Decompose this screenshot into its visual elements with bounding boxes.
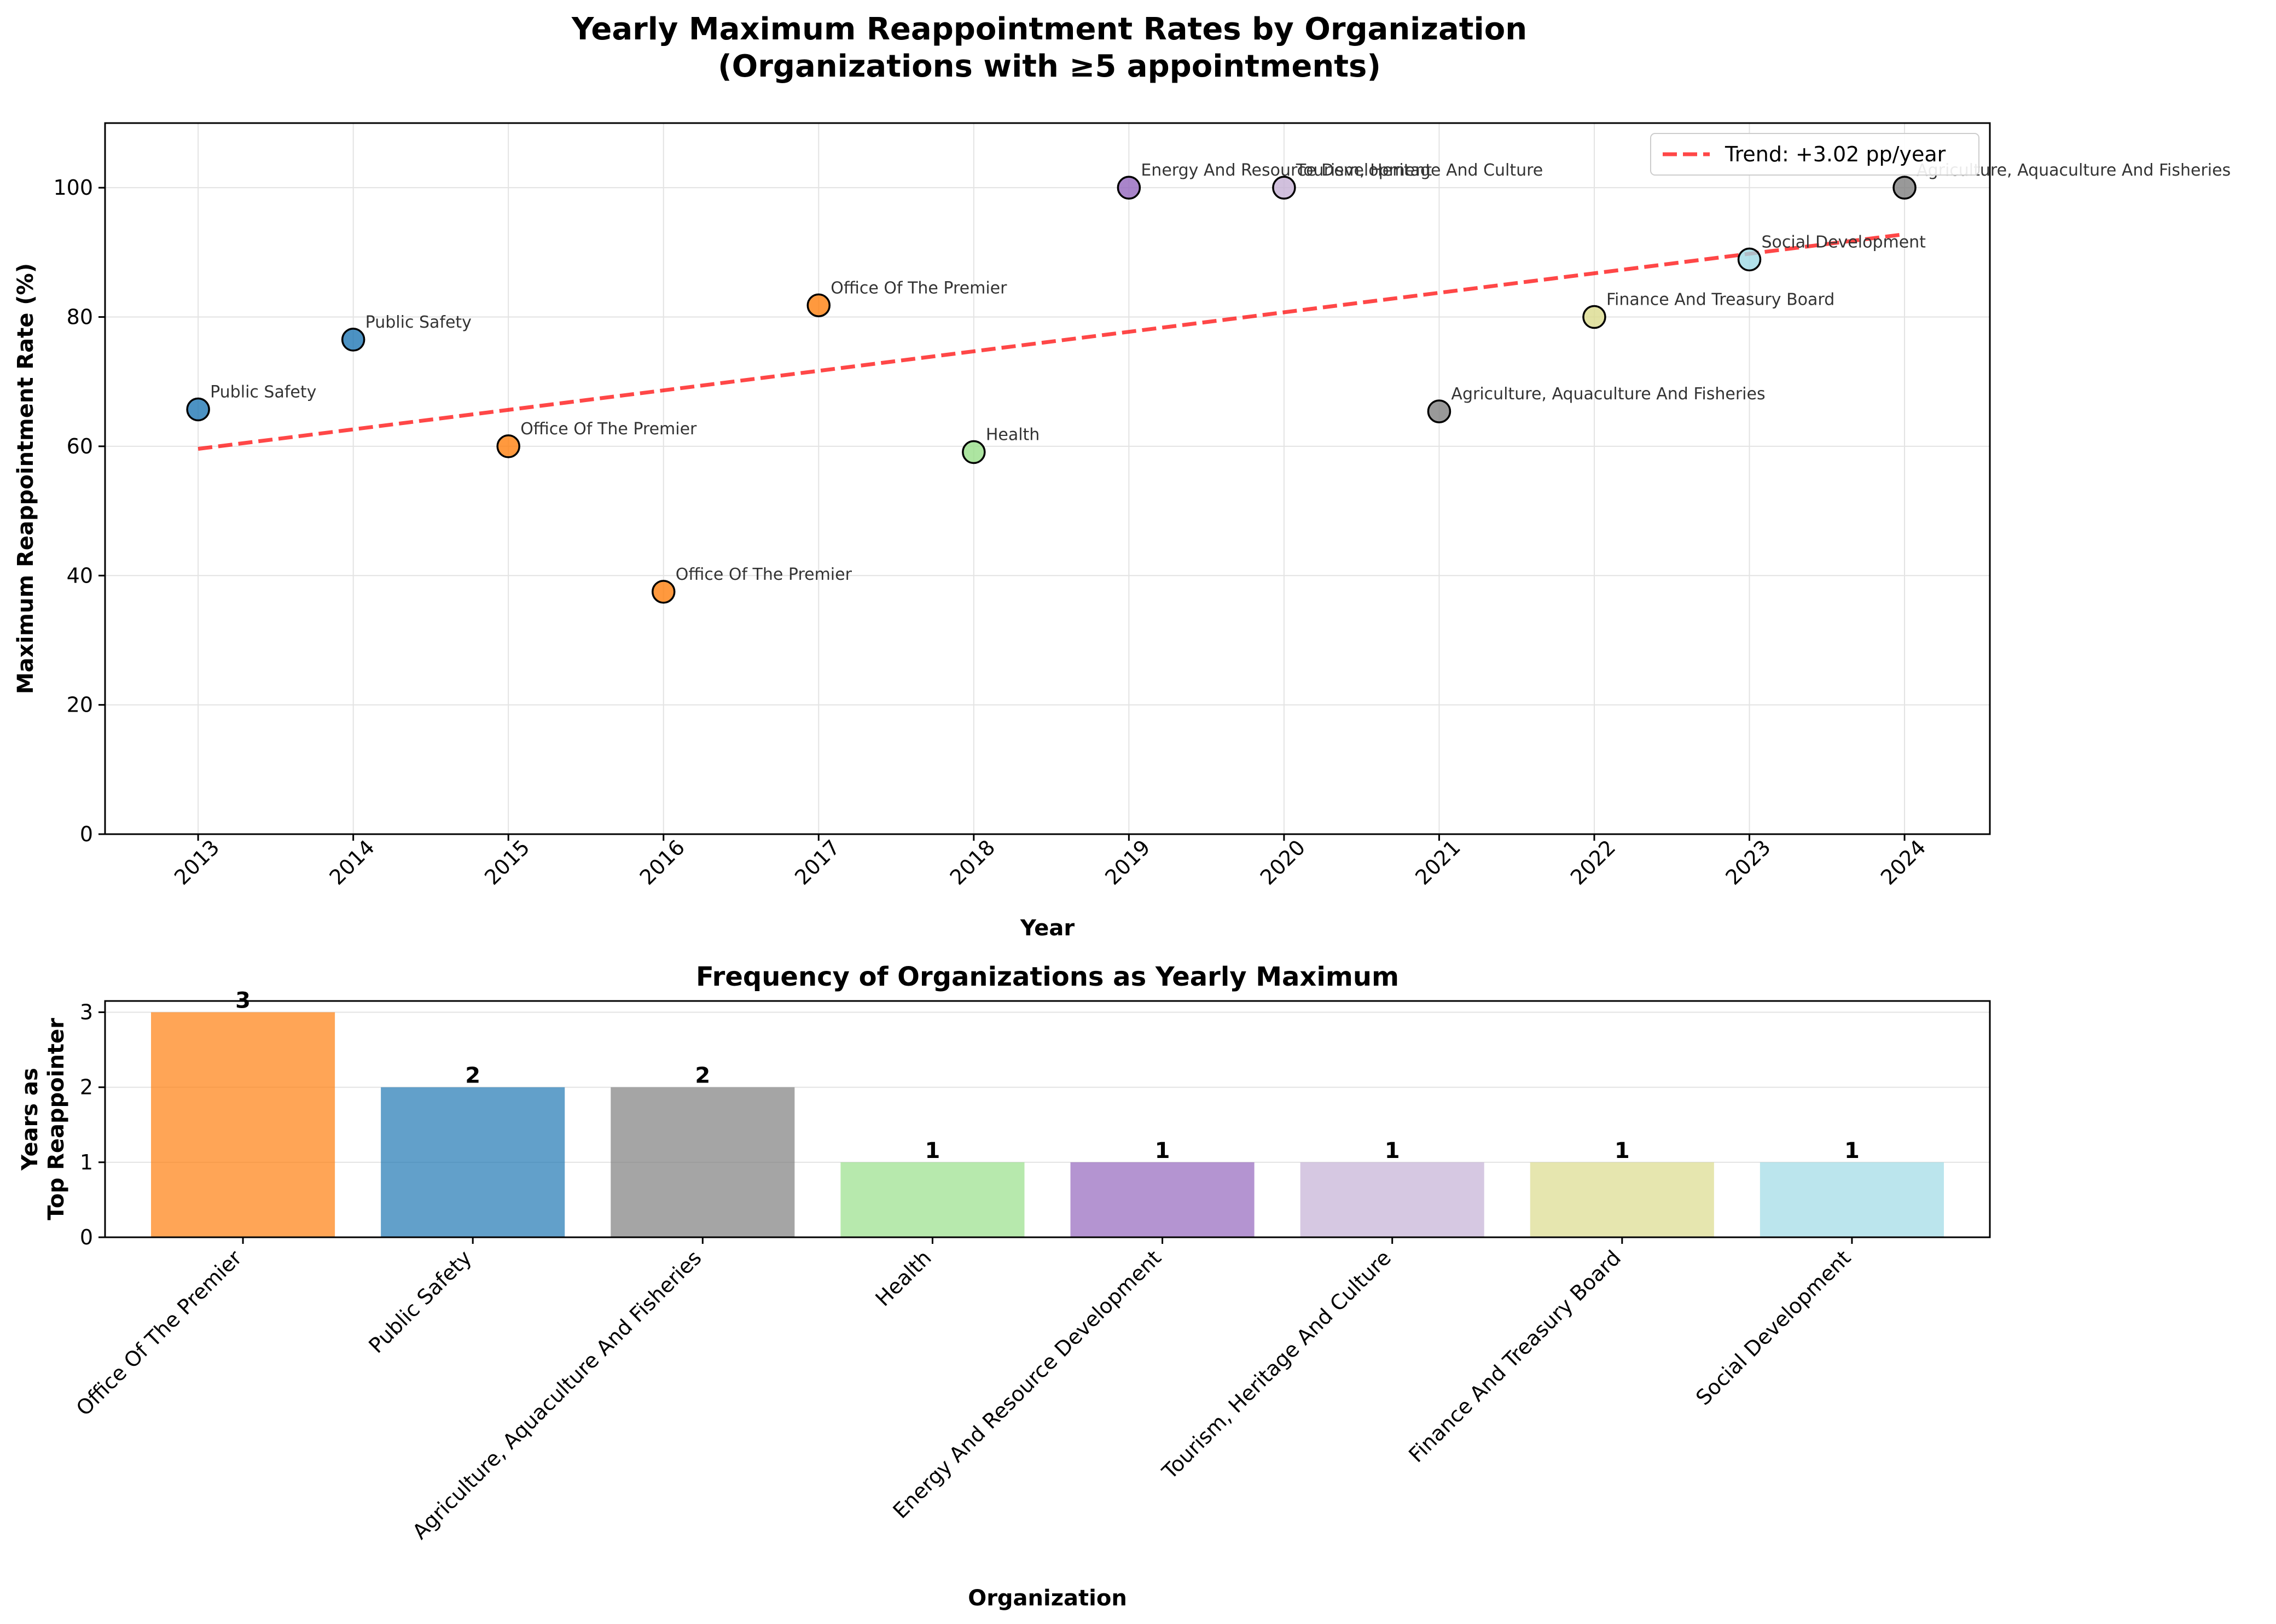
bar <box>151 1012 335 1237</box>
point-annotation: Social Development <box>1762 232 1926 252</box>
bar-value-label: 2 <box>695 1063 710 1089</box>
figure-title-line1: Yearly Maximum Reappointment Rates by Or… <box>571 11 1527 47</box>
scatter-xtick-label: 2013 <box>170 835 224 890</box>
scatter-point <box>1427 399 1451 423</box>
scatter-point <box>1272 176 1296 200</box>
scatter-xtick-label: 2014 <box>325 835 380 890</box>
scatter-xtick-label: 2018 <box>945 835 1000 890</box>
trend-line <box>198 232 1905 451</box>
scatter-point <box>1737 247 1762 272</box>
scatter-ytick-label: 80 <box>67 305 93 329</box>
scatter-xtick-label: 2019 <box>1100 835 1155 890</box>
scatter-chart: Public Safety Public Safety Office Of The … <box>13 122 2231 941</box>
bar <box>1300 1162 1484 1237</box>
bar-value-label: 2 <box>465 1063 480 1089</box>
scatter-xtick-label: 2024 <box>1876 835 1931 890</box>
bar-chart: Frequency of Organizations as Yearly Max… <box>18 962 1991 1611</box>
point-annotation: Office Of The Premier <box>520 420 697 439</box>
bar-category-label: Energy And Resource Development <box>889 1245 1166 1523</box>
bar <box>1760 1162 1944 1237</box>
scatter-xtick-label: 2020 <box>1256 835 1310 890</box>
scatter-ytick-label: 0 <box>80 822 93 846</box>
bar <box>611 1087 795 1237</box>
bar-category-label: Office Of The Premier <box>72 1245 247 1421</box>
scatter-ytick-label: 40 <box>67 563 93 587</box>
scatter-xtick-label: 2022 <box>1566 835 1621 890</box>
bar-chart-title: Frequency of Organizations as Yearly Max… <box>696 962 1399 992</box>
scatter-point <box>186 397 210 422</box>
scatter-point <box>341 328 365 352</box>
scatter-xtick-label: 2015 <box>480 835 535 890</box>
bar-ytick-label: 3 <box>80 1000 93 1025</box>
legend-trend-label: Trend: +3.02 pp/year <box>1725 142 1946 166</box>
bar-ytick-label: 0 <box>80 1225 93 1249</box>
bar-category-label: Tourism, Heritage And Culture <box>1157 1245 1396 1484</box>
point-annotation: Tourism, Heritage And Culture <box>1296 161 1543 180</box>
scatter-xtick-label: 2017 <box>790 835 845 890</box>
scatter-xtick-label: 2016 <box>635 835 690 890</box>
scatter-xtick-label: 2023 <box>1721 835 1775 890</box>
point-annotation: Office Of The Premier <box>676 565 852 584</box>
scatter-point <box>1117 176 1141 200</box>
bar-xaxis-label: Organization <box>968 1586 1127 1611</box>
scatter-xtick-label: 2021 <box>1410 835 1465 890</box>
scatter-yaxis-label: Maximum Reappointment Rate (%) <box>13 263 38 694</box>
scatter-xaxis-label: Year <box>1020 916 1075 941</box>
point-annotation: Agriculture, Aquaculture And Fisheries <box>1451 385 1765 404</box>
scatter-point <box>651 580 676 604</box>
bar-value-label: 1 <box>1155 1138 1170 1163</box>
point-annotation: Public Safety <box>365 313 472 332</box>
bar-category-label: Health <box>870 1245 936 1311</box>
bar <box>381 1087 565 1237</box>
bar-value-label: 1 <box>1844 1138 1860 1163</box>
bar <box>1530 1162 1714 1237</box>
bar-value-label: 1 <box>925 1138 940 1163</box>
bar-yaxis-label-line1: Years as <box>18 1068 43 1171</box>
bar-yaxis-label-line2: Top Reappointer <box>44 1018 69 1220</box>
scatter-point <box>1582 305 1606 329</box>
point-annotation: Health <box>986 426 1040 445</box>
point-annotation: Public Safety <box>210 383 316 402</box>
bar-category-label: Agriculture, Aquaculture And Fisheries <box>408 1245 706 1544</box>
point-annotation: Finance And Treasury Board <box>1606 290 1834 310</box>
bar <box>840 1162 1025 1237</box>
legend-box <box>1650 133 1979 176</box>
bar-ytick-label: 2 <box>80 1075 93 1099</box>
bar <box>1070 1162 1255 1237</box>
figure-title-line2: (Organizations with ≥5 appointments) <box>718 49 1381 84</box>
scatter-point <box>496 434 520 458</box>
scatter-ytick-label: 60 <box>67 434 93 458</box>
bar-value-label: 1 <box>1385 1138 1400 1163</box>
bar-category-label: Finance And Treasury Board <box>1404 1245 1625 1467</box>
scatter-point <box>962 440 986 464</box>
bar-ytick-label: 1 <box>80 1150 93 1174</box>
bar-value-label: 1 <box>1615 1138 1630 1163</box>
scatter-ytick-label: 100 <box>53 176 93 200</box>
bar-category-label: Social Development <box>1691 1245 1855 1410</box>
scatter-plot-frame <box>104 122 1991 835</box>
scatter-point <box>806 293 831 318</box>
bar-category-label: Public Safety <box>364 1245 476 1358</box>
scatter-point <box>1892 176 1917 200</box>
scatter-ytick-label: 20 <box>67 693 93 717</box>
point-annotation: Office Of The Premier <box>831 278 1007 298</box>
bar-plot-frame <box>104 1000 1991 1238</box>
